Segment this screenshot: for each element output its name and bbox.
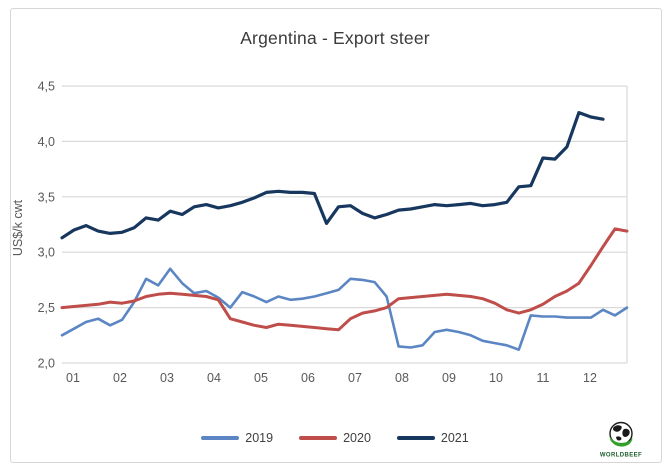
x-tick-label: 05 bbox=[254, 371, 268, 385]
series-line-2019 bbox=[60, 267, 629, 352]
x-tick-label: 07 bbox=[348, 371, 362, 385]
series-line-2021 bbox=[60, 110, 605, 240]
legend-swatch-2021 bbox=[396, 436, 435, 440]
svg-text:WORLDBEEF: WORLDBEEF bbox=[600, 453, 642, 459]
legend-label: 2020 bbox=[343, 431, 371, 445]
y-tick-label: 3,5 bbox=[38, 190, 55, 204]
x-tick-label: 03 bbox=[160, 371, 174, 385]
legend: 2019 2020 2021 bbox=[10, 431, 660, 445]
legend-label: 2021 bbox=[440, 431, 469, 445]
x-tick-label: 10 bbox=[489, 371, 503, 385]
x-tick-label: 08 bbox=[395, 371, 409, 385]
legend-item-2020: 2020 bbox=[299, 431, 371, 445]
x-tick-label: 04 bbox=[207, 371, 221, 385]
y-tick-label: 3,0 bbox=[38, 246, 55, 260]
y-tick-label: 4,5 bbox=[38, 80, 55, 94]
chart-frame bbox=[10, 8, 662, 463]
y-tick-label: 2,0 bbox=[38, 357, 55, 371]
logo-wordmark: WORLDBEEF bbox=[600, 453, 642, 459]
legend-item-2021: 2021 bbox=[396, 431, 469, 445]
x-tick-label: 02 bbox=[113, 371, 127, 385]
x-tick-label: 09 bbox=[442, 371, 456, 385]
globe-icon bbox=[609, 421, 633, 447]
chart-title: Argentina - Export steer bbox=[240, 28, 430, 48]
x-tick-label: 01 bbox=[66, 371, 80, 385]
legend-swatch-2020 bbox=[299, 436, 338, 440]
legend-item-2019: 2019 bbox=[201, 431, 273, 445]
x-tick-label: 06 bbox=[301, 371, 315, 385]
y-tick-label: 2,5 bbox=[38, 301, 55, 315]
x-tick-label: 12 bbox=[583, 371, 597, 385]
legend-swatch-2019 bbox=[201, 436, 240, 440]
world-beef-logo: WORLDBEEF bbox=[597, 420, 645, 459]
x-tick-label: 11 bbox=[537, 371, 550, 385]
y-tick-label: 4,0 bbox=[38, 135, 55, 149]
series-line-2020 bbox=[60, 227, 629, 332]
legend-label: 2019 bbox=[245, 431, 274, 445]
globe-green-swoosh bbox=[609, 436, 633, 447]
